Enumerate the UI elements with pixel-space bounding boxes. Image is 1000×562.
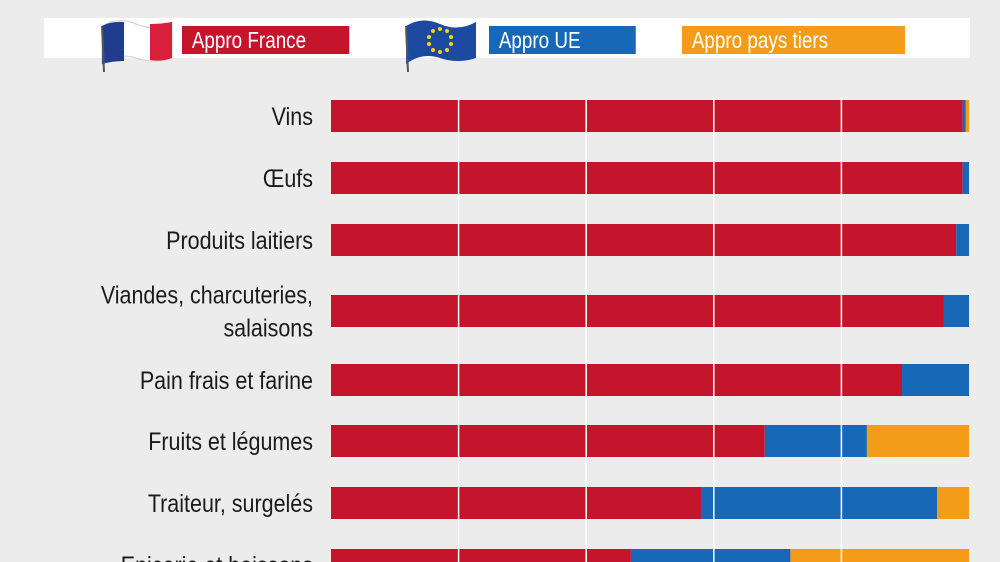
bars-group (331, 100, 969, 562)
bar-segment-ue-7 (630, 549, 791, 562)
bar-segment-ue-6 (701, 487, 938, 519)
bar-segment-france-1 (331, 162, 963, 194)
eu-flag-icon (405, 20, 476, 72)
bar-segment-france-4 (331, 364, 902, 396)
category-label-7: Epicerie et boissons (121, 551, 313, 562)
category-label-2: Produits laitiers (166, 226, 313, 254)
category-label-3: Viandes, charcuteries, salaisons (101, 281, 313, 342)
bar-segment-france-3 (331, 295, 944, 327)
category-label-6: Traiteur, surgelés (148, 489, 313, 517)
category-label-5: Fruits et légumes (148, 427, 313, 455)
bar-segment-tiers-6 (937, 487, 969, 519)
bar-segment-ue-5 (764, 425, 867, 457)
category-label-0: Vins (272, 102, 313, 130)
bar-segment-france-2 (331, 224, 957, 256)
bar-segment-ue-3 (943, 295, 969, 327)
grid-lines (457, 98, 843, 562)
bar-segment-ue-0 (962, 100, 966, 132)
legend-ue-label: Appro UE (489, 26, 636, 54)
bar-segment-france-5 (331, 425, 765, 457)
bar-segment-tiers-0 (965, 100, 969, 132)
bar-segment-france-7 (331, 549, 631, 562)
legend-france-label: Appro France (182, 26, 350, 54)
bar-segment-ue-1 (962, 162, 969, 194)
category-labels: Vins Œufs Produits laitiers Viandes, charcu… (101, 102, 313, 562)
legend-tiers-label: Appro pays tiers (682, 26, 906, 54)
bar-segment-tiers-5 (866, 425, 969, 457)
category-label-4: Pain frais et farine (140, 366, 313, 394)
category-label-1: Œufs (263, 164, 313, 192)
bar-segment-france-0 (331, 100, 963, 132)
legend: Appro France Appro UE Appro pays tiers (44, 18, 970, 72)
bar-segment-ue-4 (902, 364, 969, 396)
bar-segment-france-6 (331, 487, 701, 519)
bar-segment-tiers-7 (790, 549, 969, 562)
france-flag-icon (101, 20, 173, 72)
bar-segment-ue-2 (956, 224, 969, 256)
